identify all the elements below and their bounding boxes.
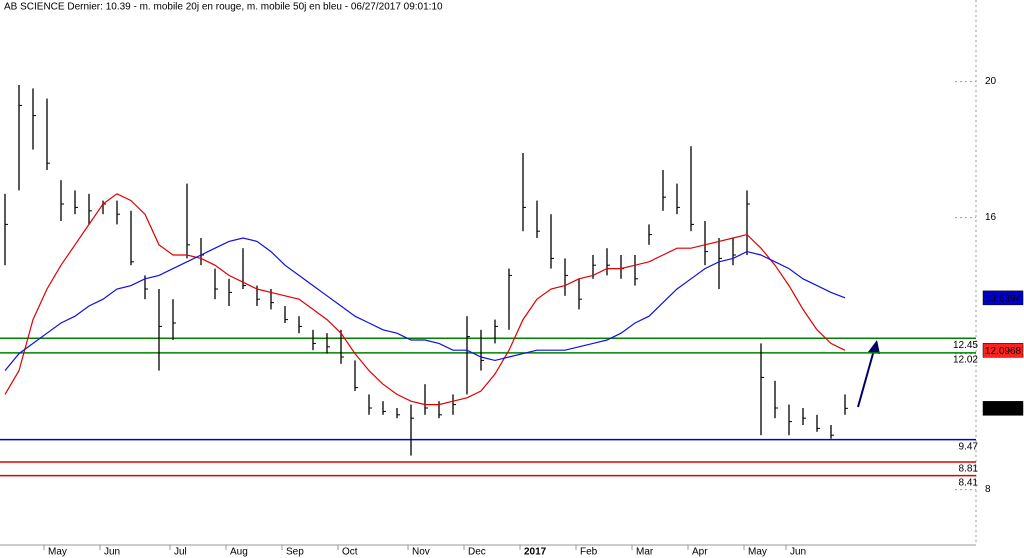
level-label: 12.45	[953, 340, 978, 351]
value-box	[982, 343, 1024, 358]
level-label: 8.41	[959, 477, 979, 488]
x-tick-label: Apr	[692, 547, 708, 558]
y-tick-label: 16	[985, 212, 997, 223]
x-tick-label: Aug	[230, 547, 248, 558]
x-tick-label: Mar	[636, 547, 654, 558]
x-tick-label: Feb	[580, 547, 598, 558]
moving-average-line	[4, 193, 846, 406]
y-tick-label: 20	[985, 76, 997, 87]
x-tick-label: Sep	[286, 547, 304, 558]
annotation-arrow	[857, 340, 880, 408]
value-box-label: 10.39	[990, 404, 1015, 415]
x-tick-label: May	[748, 547, 767, 558]
x-tick-label: 2017	[524, 547, 547, 558]
level-label: 9.47	[959, 441, 979, 452]
x-tick-label: May	[48, 547, 67, 558]
arrow-head	[868, 340, 880, 354]
arrow-shaft	[857, 349, 875, 408]
y-tick-label: 8	[985, 484, 991, 495]
chart-title: AB SCIENCE Dernier: 10.39 - m. mobile 20…	[4, 2, 443, 13]
x-tick-label: Jul	[174, 547, 187, 558]
x-tick-label: Oct	[342, 547, 358, 558]
level-label: 8.81	[959, 464, 979, 475]
x-tick-label: Nov	[412, 547, 430, 558]
moving-average-line	[4, 237, 846, 371]
value-box-label: 13.6394	[985, 294, 1022, 305]
value-box-label: 12.0968	[985, 346, 1022, 357]
x-tick-label: Dec	[468, 547, 486, 558]
price-bars	[4, 85, 848, 456]
x-tick-label: Jun	[104, 547, 120, 558]
level-label: 12.02	[953, 355, 978, 366]
value-box	[982, 401, 1024, 416]
value-box	[982, 290, 1024, 306]
x-tick-label: Jun	[790, 547, 806, 558]
